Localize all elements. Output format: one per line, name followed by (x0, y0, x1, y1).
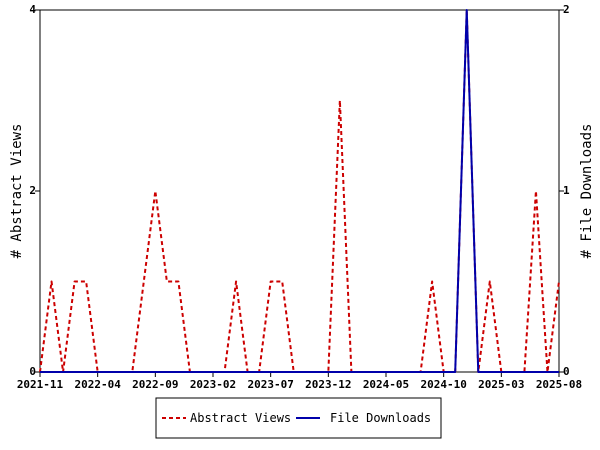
x-tick-label: 2024-05 (363, 378, 409, 391)
x-tick-label: 2022-09 (132, 378, 178, 391)
plot-area (39, 9, 560, 373)
legend: Abstract Views File Downloads (155, 397, 442, 439)
y-right-tick-label: 2 (563, 3, 570, 16)
y-right-tick-label: 0 (563, 365, 570, 378)
x-tick-label: 2023-07 (247, 378, 293, 391)
x-axis: 2021-11 2022-04 2022-09 2023-02 2023-07 2023-… (17, 372, 582, 391)
y-axis-left: 0 2 4 (29, 3, 40, 378)
y-left-tick-label: 4 (29, 3, 36, 16)
y-axis-right: 0 1 2 (559, 3, 570, 378)
x-tick-label: 2025-08 (536, 378, 582, 391)
legend-label-abstract-views: Abstract Views (190, 411, 291, 425)
y-axis-left-title: # Abstract Views (9, 124, 25, 259)
legend-label-file-downloads: File Downloads (330, 411, 431, 425)
x-tick-label: 2021-11 (17, 378, 64, 391)
y-axis-right-title: # File Downloads (579, 124, 595, 259)
x-tick-label: 2025-03 (478, 378, 524, 391)
x-tick-label: 2022-04 (74, 378, 121, 391)
series-line-file-downloads (40, 9, 559, 373)
y-left-tick-label: 0 (29, 365, 36, 378)
x-tick-label: 2024-10 (420, 378, 466, 391)
y-right-tick-label: 1 (563, 184, 570, 197)
y-left-tick-label: 2 (29, 184, 36, 197)
series-layer (39, 9, 560, 373)
x-tick-label: 2023-02 (190, 378, 236, 391)
x-tick-label: 2023-12 (305, 378, 351, 391)
